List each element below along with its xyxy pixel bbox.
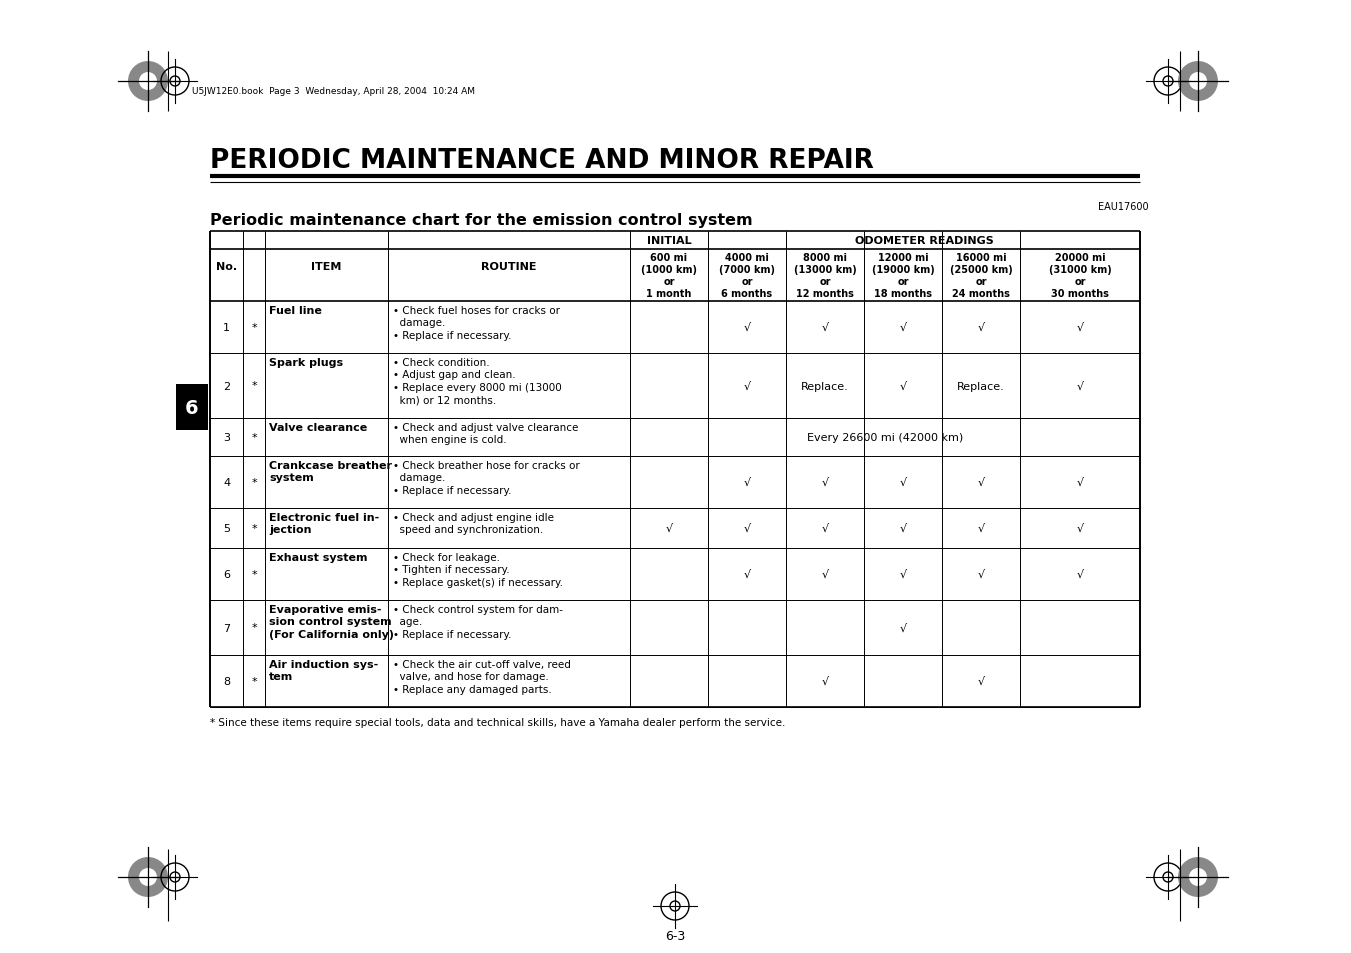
Text: EAU17600: EAU17600 xyxy=(1098,202,1148,212)
Text: *: * xyxy=(251,381,257,391)
Text: 7: 7 xyxy=(223,623,230,633)
Text: 6-3: 6-3 xyxy=(665,929,685,942)
Text: ITEM: ITEM xyxy=(311,262,342,272)
Text: Replace.: Replace. xyxy=(957,381,1005,391)
Text: √: √ xyxy=(977,677,985,686)
Text: No.: No. xyxy=(216,262,236,272)
Text: Valve clearance: Valve clearance xyxy=(269,422,367,433)
Text: √: √ xyxy=(900,523,907,534)
Text: Evaporative emis-
sion control system
(For California only): Evaporative emis- sion control system (F… xyxy=(269,604,394,639)
Text: U5JW12E0.book  Page 3  Wednesday, April 28, 2004  10:24 AM: U5JW12E0.book Page 3 Wednesday, April 28… xyxy=(192,88,476,96)
Text: √: √ xyxy=(900,381,907,391)
Text: √: √ xyxy=(743,323,751,333)
Text: • Check control system for dam-
  age.
• Replace if necessary.: • Check control system for dam- age. • R… xyxy=(393,604,563,639)
Text: √: √ xyxy=(1077,381,1084,391)
Text: √: √ xyxy=(821,569,828,579)
Text: PERIODIC MAINTENANCE AND MINOR REPAIR: PERIODIC MAINTENANCE AND MINOR REPAIR xyxy=(209,148,874,173)
Text: • Check for leakage.
• Tighten if necessary.
• Replace gasket(s) if necessary.: • Check for leakage. • Tighten if necess… xyxy=(393,553,563,587)
Text: * Since these items require special tools, data and technical skills, have a Yam: * Since these items require special tool… xyxy=(209,718,785,727)
Text: 1: 1 xyxy=(223,323,230,333)
Text: 12000 mi
(19000 km)
or
18 months: 12000 mi (19000 km) or 18 months xyxy=(871,253,935,298)
Text: • Check fuel hoses for cracks or
  damage.
• Replace if necessary.: • Check fuel hoses for cracks or damage.… xyxy=(393,306,561,340)
Text: Spark plugs: Spark plugs xyxy=(269,357,343,368)
Text: √: √ xyxy=(900,569,907,579)
Text: 16000 mi
(25000 km)
or
24 months: 16000 mi (25000 km) or 24 months xyxy=(950,253,1012,298)
Text: √: √ xyxy=(821,477,828,488)
Text: Periodic maintenance chart for the emission control system: Periodic maintenance chart for the emiss… xyxy=(209,213,753,228)
Text: √: √ xyxy=(977,569,985,579)
Text: Fuel line: Fuel line xyxy=(269,306,322,315)
Text: √: √ xyxy=(900,477,907,488)
Text: √: √ xyxy=(977,323,985,333)
Circle shape xyxy=(1189,73,1206,91)
Text: ODOMETER READINGS: ODOMETER READINGS xyxy=(855,235,993,246)
Text: • Check breather hose for cracks or
  damage.
• Replace if necessary.: • Check breather hose for cracks or dama… xyxy=(393,460,580,496)
Text: √: √ xyxy=(821,523,828,534)
Text: √: √ xyxy=(666,523,673,534)
Text: • Check and adjust valve clearance
  when engine is cold.: • Check and adjust valve clearance when … xyxy=(393,422,578,445)
Text: *: * xyxy=(251,477,257,488)
Text: √: √ xyxy=(743,477,751,488)
Text: √: √ xyxy=(1077,323,1084,333)
Circle shape xyxy=(1178,62,1219,102)
Text: Exhaust system: Exhaust system xyxy=(269,553,367,562)
Text: √: √ xyxy=(743,523,751,534)
Text: *: * xyxy=(251,433,257,442)
Text: √: √ xyxy=(1077,477,1084,488)
Text: *: * xyxy=(251,623,257,633)
Text: *: * xyxy=(251,523,257,534)
Text: INITIAL: INITIAL xyxy=(647,235,692,246)
Text: 5: 5 xyxy=(223,523,230,534)
Text: 6: 6 xyxy=(185,398,199,417)
Text: *: * xyxy=(251,323,257,333)
Text: 3: 3 xyxy=(223,433,230,442)
Text: √: √ xyxy=(743,569,751,579)
Text: *: * xyxy=(251,569,257,579)
Text: ROUTINE: ROUTINE xyxy=(481,262,536,272)
Text: 4000 mi
(7000 km)
or
6 months: 4000 mi (7000 km) or 6 months xyxy=(719,253,775,298)
Bar xyxy=(176,385,208,431)
Text: 8000 mi
(13000 km)
or
12 months: 8000 mi (13000 km) or 12 months xyxy=(793,253,857,298)
Circle shape xyxy=(128,62,168,102)
Text: • Check condition.
• Adjust gap and clean.
• Replace every 8000 mi (13000
  km) : • Check condition. • Adjust gap and clea… xyxy=(393,357,562,405)
Text: 20000 mi
(31000 km)
or
30 months: 20000 mi (31000 km) or 30 months xyxy=(1048,253,1112,298)
Text: 2: 2 xyxy=(223,381,230,391)
Text: 4: 4 xyxy=(223,477,230,488)
Text: √: √ xyxy=(977,477,985,488)
Text: Every 26600 mi (42000 km): Every 26600 mi (42000 km) xyxy=(807,433,963,442)
Text: √: √ xyxy=(900,623,907,633)
Text: • Check and adjust engine idle
  speed and synchronization.: • Check and adjust engine idle speed and… xyxy=(393,513,554,535)
Text: √: √ xyxy=(1077,523,1084,534)
Text: Crankcase breather
system: Crankcase breather system xyxy=(269,460,392,483)
Text: Replace.: Replace. xyxy=(801,381,848,391)
Text: √: √ xyxy=(821,677,828,686)
Circle shape xyxy=(139,73,157,91)
Text: 6: 6 xyxy=(223,569,230,579)
Text: √: √ xyxy=(821,323,828,333)
Text: √: √ xyxy=(743,381,751,391)
Circle shape xyxy=(1189,868,1206,886)
Text: √: √ xyxy=(900,323,907,333)
Text: 8: 8 xyxy=(223,677,230,686)
Text: • Check the air cut-off valve, reed
  valve, and hose for damage.
• Replace any : • Check the air cut-off valve, reed valv… xyxy=(393,659,571,694)
Circle shape xyxy=(128,857,168,897)
Text: 600 mi
(1000 km)
or
1 month: 600 mi (1000 km) or 1 month xyxy=(640,253,697,298)
Circle shape xyxy=(139,868,157,886)
Text: Electronic fuel in-
jection: Electronic fuel in- jection xyxy=(269,513,380,535)
Circle shape xyxy=(1178,857,1219,897)
Text: *: * xyxy=(251,677,257,686)
Text: √: √ xyxy=(1077,569,1084,579)
Text: √: √ xyxy=(977,523,985,534)
Text: Air induction sys-
tem: Air induction sys- tem xyxy=(269,659,378,681)
